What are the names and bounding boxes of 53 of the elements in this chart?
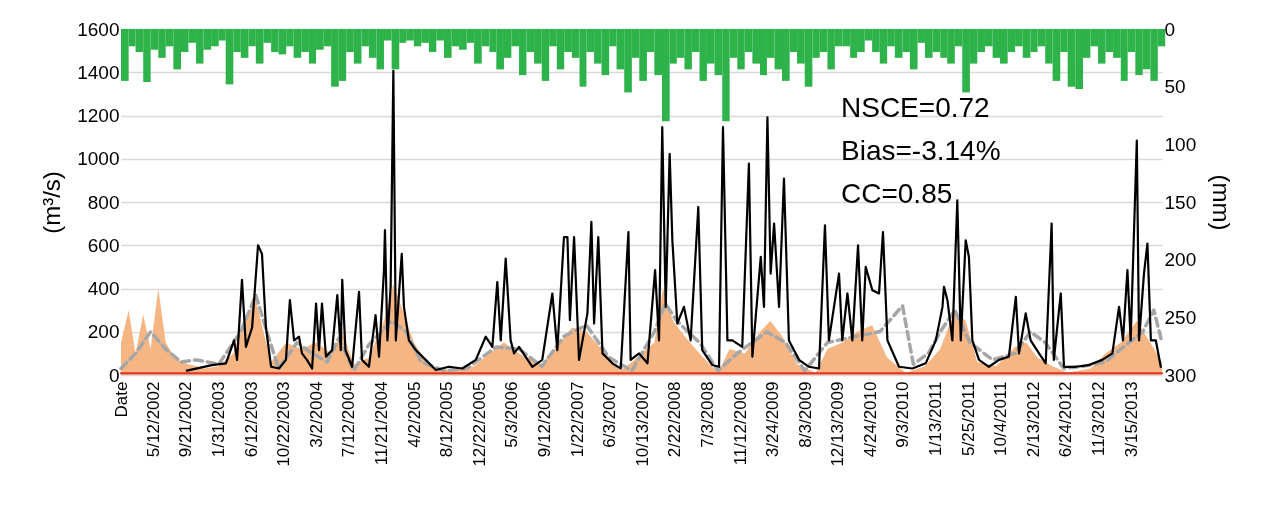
x-tick-label: 1/31/2003 (209, 381, 229, 458)
x-tick-label: 3/15/2013 (1121, 381, 1141, 458)
x-tick-label: 7/3/2008 (697, 381, 717, 448)
y2-tick-label: 150 (1164, 191, 1197, 213)
x-tick-label: 6/3/2007 (600, 381, 620, 448)
x-tick-label: 11/21/2004 (372, 381, 391, 466)
x-tick-label: 1/22/2007 (567, 381, 587, 458)
x-tick-label: 8/3/2009 (795, 381, 815, 448)
x-tick-label: 9/21/2002 (176, 381, 196, 458)
x-tick-label: 4/24/2010 (860, 381, 880, 458)
x-tick-label: 11/3/2012 (1089, 381, 1109, 456)
x-tick-label: 6/12/2003 (241, 381, 261, 458)
y2-tick-label: 300 (1164, 364, 1197, 386)
x-tick-label: 12/22/2005 (469, 381, 489, 467)
x-tick-label: 4/2/2005 (404, 381, 424, 448)
y-tick-label: 1200 (77, 105, 120, 126)
y-axis-title: (m³/s) (38, 171, 66, 234)
x-tick-label: 6/24/2012 (1056, 381, 1076, 458)
x-tick-label: 3/2/2004 (306, 381, 326, 448)
y2-tick-label: 50 (1164, 76, 1186, 98)
x-tick-label: 11/12/2008 (730, 381, 750, 466)
x-tick-label: 10/13/2007 (632, 381, 652, 467)
y2-axis-title: (mm) (1208, 174, 1236, 231)
x-tick-label: 9/3/2010 (893, 381, 913, 448)
y-tick-label: 1000 (77, 148, 120, 170)
x-tick-label: Date (111, 381, 131, 418)
y-tick-label: 600 (87, 234, 120, 256)
y-tick-label: 800 (87, 191, 120, 213)
x-tick-label: 1/13/2011 (926, 381, 946, 456)
annotation: NSCE=0.72 (841, 92, 990, 123)
x-tick-label: 10/4/2011 (991, 381, 1011, 456)
line-series (185, 69, 1162, 372)
annotation: CC=0.85 (841, 178, 953, 209)
y2-tick-label: 250 (1164, 306, 1197, 328)
y-tick-label: 200 (87, 321, 120, 343)
x-tick-label: 10/22/2003 (274, 381, 294, 467)
y-tick-label: 400 (87, 278, 120, 299)
x-tick-label: 8/12/2005 (437, 381, 457, 458)
annotation: Bias=-3.14% (841, 135, 1001, 166)
y2-tick-label: 200 (1164, 249, 1197, 271)
x-tick-label: 12/13/2009 (828, 381, 848, 467)
y-tick-label: 1600 (77, 18, 120, 40)
x-tick-label: 5/12/2002 (143, 381, 163, 458)
x-tick-label: 5/25/2011 (958, 381, 978, 456)
x-tick-label: 7/12/2004 (339, 381, 359, 458)
y-tick-label: 1400 (77, 61, 120, 83)
x-tick-label: 2/13/2012 (1023, 381, 1043, 458)
x-tick-label: 3/24/2009 (763, 381, 783, 458)
x-tick-label: 2/22/2008 (665, 381, 685, 458)
y2-tick-label: 100 (1164, 133, 1197, 155)
x-tick-label: 9/12/2006 (534, 381, 554, 458)
y2-tick-label: 0 (1164, 18, 1176, 40)
x-tick-label: 5/3/2006 (502, 381, 522, 448)
